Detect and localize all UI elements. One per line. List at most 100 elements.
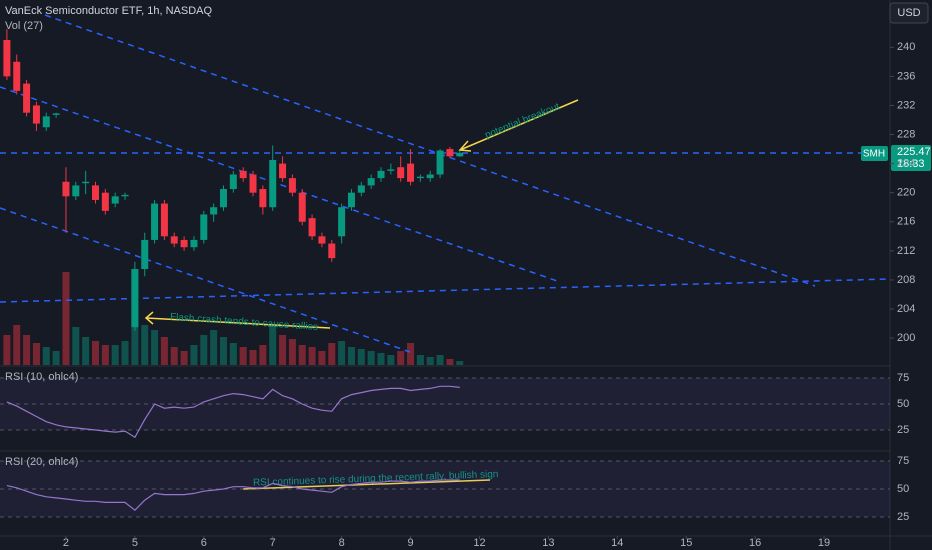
volume-bar (42, 347, 50, 365)
candle-body (190, 239, 198, 248)
volume-bar (279, 335, 287, 365)
candle-body (219, 189, 227, 208)
y-tick-label: 50 (897, 483, 909, 495)
volume-bar (82, 337, 90, 365)
volume-bar (23, 335, 31, 365)
x-tick-label: 15 (680, 537, 692, 549)
volume-bar (436, 355, 444, 365)
candle-body (259, 189, 267, 208)
y-tick-label: 75 (897, 372, 909, 384)
trend-line (44, 14, 816, 287)
y-tick-label: 50 (897, 398, 909, 410)
volume-bar (180, 351, 188, 365)
candle-body (229, 174, 237, 190)
x-tick-label: 5 (132, 537, 138, 549)
volume-bar (101, 345, 109, 365)
volume-bar (62, 272, 70, 365)
trend-lines (0, 14, 891, 353)
x-tick-label: 12 (473, 537, 485, 549)
candle-body (111, 196, 119, 204)
candle-body (436, 150, 444, 175)
candle-body (62, 181, 70, 197)
volume-bar (377, 353, 385, 365)
trend-line (0, 278, 891, 303)
volume-bar (347, 347, 355, 365)
rsi-line (6, 479, 460, 512)
y-tick-label: 212 (897, 245, 915, 257)
volume-bar (397, 351, 405, 365)
volume-label: Vol (27) (5, 20, 43, 32)
x-tick-label: 7 (270, 537, 276, 549)
chart-title: VanEck Semiconductor ETF, 1h, NASDAQ (5, 5, 212, 17)
volume-bar (259, 345, 267, 365)
volume-bar (367, 351, 375, 365)
candle-body (200, 214, 208, 240)
candle-body (357, 185, 365, 193)
arrows (144, 99, 579, 490)
y-tick-label: 200 (897, 332, 915, 344)
volume-bar (338, 341, 346, 365)
candle-body (13, 61, 21, 91)
x-tick-label: 13 (542, 537, 554, 549)
volume-bar (3, 335, 11, 365)
volume-bar (190, 345, 198, 365)
y-tick-label: 208 (897, 274, 915, 286)
y-tick-label: 236 (897, 70, 915, 82)
y-tick-label: 25 (897, 511, 909, 523)
volume-bar (170, 347, 178, 365)
x-tick-label: 16 (749, 537, 761, 549)
arrow-head (458, 140, 472, 152)
volume-bar (269, 325, 277, 365)
currency[interactable]: USD (897, 7, 920, 19)
currency-box[interactable] (889, 2, 929, 24)
candle-body (426, 174, 434, 179)
candle-body (72, 185, 80, 197)
candle-body (397, 167, 405, 179)
candle-body (32, 105, 40, 124)
candle-body (318, 236, 326, 244)
candle-body (387, 169, 395, 171)
candle-body (141, 239, 149, 270)
last-price: 225.47 (897, 146, 931, 158)
candle-body (131, 269, 139, 328)
symbol: SMH (863, 149, 885, 160)
volume-bar (229, 343, 237, 365)
volume-bar (72, 327, 80, 365)
volume-bar (387, 355, 395, 365)
volume-bar (52, 351, 60, 365)
volume-bar (239, 347, 247, 365)
volume-bar (200, 335, 208, 365)
candle-body (101, 192, 109, 211)
candle-body (82, 181, 90, 184)
volume-bar (121, 341, 129, 365)
rsi-label: RSI (20, ohlc4) (5, 456, 78, 468)
candle-body (52, 113, 60, 115)
volume-bar (13, 325, 21, 365)
candle-body (91, 185, 99, 200)
arrow (459, 99, 579, 151)
candle-body (377, 170, 385, 179)
y-tick-label: 232 (897, 99, 915, 111)
volume-bar (160, 337, 168, 365)
countdown: 18:33 (897, 158, 925, 170)
volume-bar (141, 325, 149, 365)
candle-body (456, 152, 464, 157)
candle-body (407, 163, 415, 182)
candle-body (338, 207, 346, 237)
candle-body (170, 236, 178, 244)
x-tick-label: 9 (407, 537, 413, 549)
volume-bar (210, 330, 218, 365)
x-tick-label: 19 (818, 537, 830, 549)
volume-bar (407, 343, 415, 365)
candle-body (279, 163, 287, 179)
volume-bar (456, 361, 464, 365)
volume-bar (298, 345, 306, 365)
y-tick-label: 216 (897, 216, 915, 228)
candle-body (151, 203, 159, 240)
candle-body (367, 178, 375, 186)
candle-body (308, 218, 316, 237)
symbol-box (861, 146, 888, 161)
last-price-box (891, 145, 931, 171)
y-tick-label: 240 (897, 41, 915, 53)
candle-body (298, 192, 306, 222)
